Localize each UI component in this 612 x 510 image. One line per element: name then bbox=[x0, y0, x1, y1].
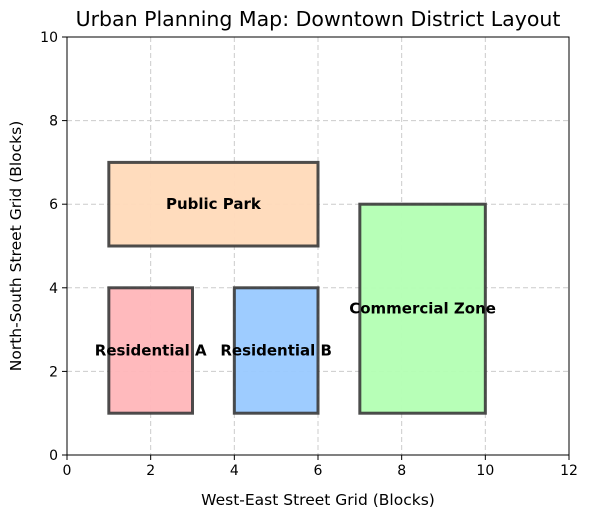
x-tick-label: 4 bbox=[230, 463, 239, 479]
zone-residential-a bbox=[107, 286, 194, 415]
y-tick-label: 2 bbox=[49, 364, 58, 380]
y-tick-label: 6 bbox=[49, 197, 58, 213]
x-tick-label: 8 bbox=[397, 463, 406, 479]
zone-label-residential-a: Residential A bbox=[95, 342, 207, 360]
y-tick-label: 8 bbox=[49, 114, 58, 130]
zone-label-commercial-zone: Commercial Zone bbox=[349, 300, 496, 318]
zone-public-park bbox=[107, 160, 320, 248]
y-tick-label: 10 bbox=[40, 30, 58, 46]
zone-commercial-zone bbox=[358, 202, 487, 415]
x-tick-label: 0 bbox=[63, 463, 72, 479]
ticks: 0 2 4 6 8 10 12 0 2 4 6 8 10 bbox=[40, 30, 578, 479]
zone-residential-b bbox=[232, 286, 320, 415]
chart-title: Urban Planning Map: Downtown District La… bbox=[76, 7, 561, 31]
y-tick-label: 0 bbox=[49, 448, 58, 464]
x-tick-label: 2 bbox=[146, 463, 155, 479]
y-tick-label: 4 bbox=[49, 281, 58, 297]
x-tick-label: 12 bbox=[560, 463, 578, 479]
x-tick-label: 10 bbox=[476, 463, 494, 479]
zones: Public Park Residential A Residential B Com… bbox=[95, 160, 496, 415]
zone-label-public-park: Public Park bbox=[166, 195, 262, 213]
zone-label-residential-b: Residential B bbox=[220, 342, 332, 360]
x-tick-label: 6 bbox=[314, 463, 323, 479]
y-axis-label: North-South Street Grid (Blocks) bbox=[7, 121, 25, 372]
x-axis-label: West-East Street Grid (Blocks) bbox=[201, 491, 435, 509]
